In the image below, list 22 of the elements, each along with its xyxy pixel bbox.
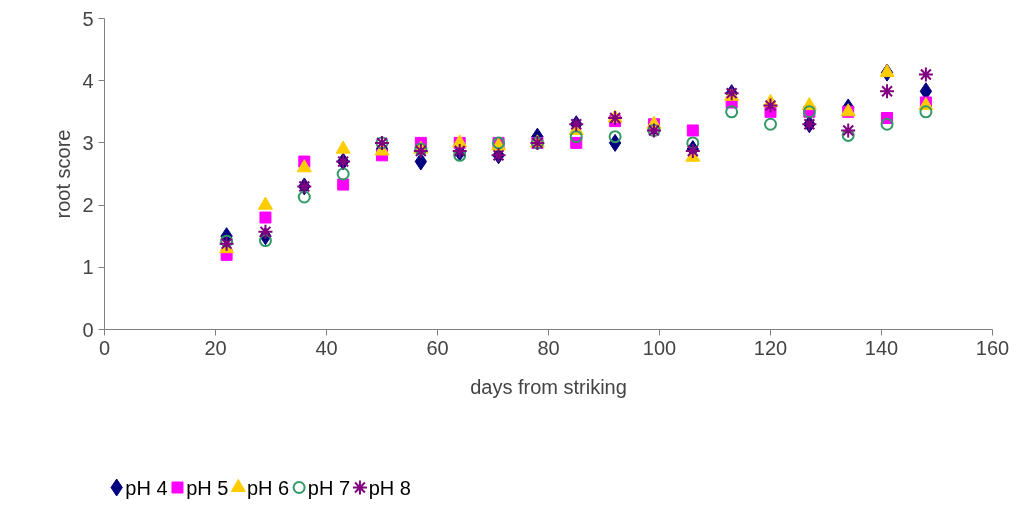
- x-tick-label: 140: [864, 336, 899, 359]
- x-tick-label: 40: [315, 336, 338, 359]
- x-tick-label: 20: [204, 336, 227, 359]
- y-tick-label: 5: [82, 7, 94, 30]
- y-tick-label: 2: [82, 194, 94, 217]
- y-tick-label: 3: [82, 131, 94, 154]
- x-tick-label: 80: [537, 336, 560, 359]
- y-tick-label: 0: [82, 318, 94, 341]
- x-tick-label: 60: [426, 336, 449, 359]
- x-tick-label: 100: [642, 336, 677, 359]
- y-tick-label: 1: [82, 256, 94, 279]
- x-axis-title: days from striking: [470, 375, 627, 398]
- legend-label: pH 7: [307, 476, 351, 499]
- legend-label: pH 5: [186, 476, 229, 499]
- legend-label: pH 6: [247, 476, 290, 499]
- y-axis-title: root score: [52, 129, 75, 219]
- x-tick-label: 120: [753, 336, 788, 359]
- x-tick-label: 0: [98, 336, 111, 359]
- legend-label: pH 8: [368, 476, 411, 499]
- legend-label: pH 4: [125, 476, 168, 499]
- x-tick-label: 160: [975, 336, 1010, 359]
- y-tick-label: 4: [82, 69, 94, 92]
